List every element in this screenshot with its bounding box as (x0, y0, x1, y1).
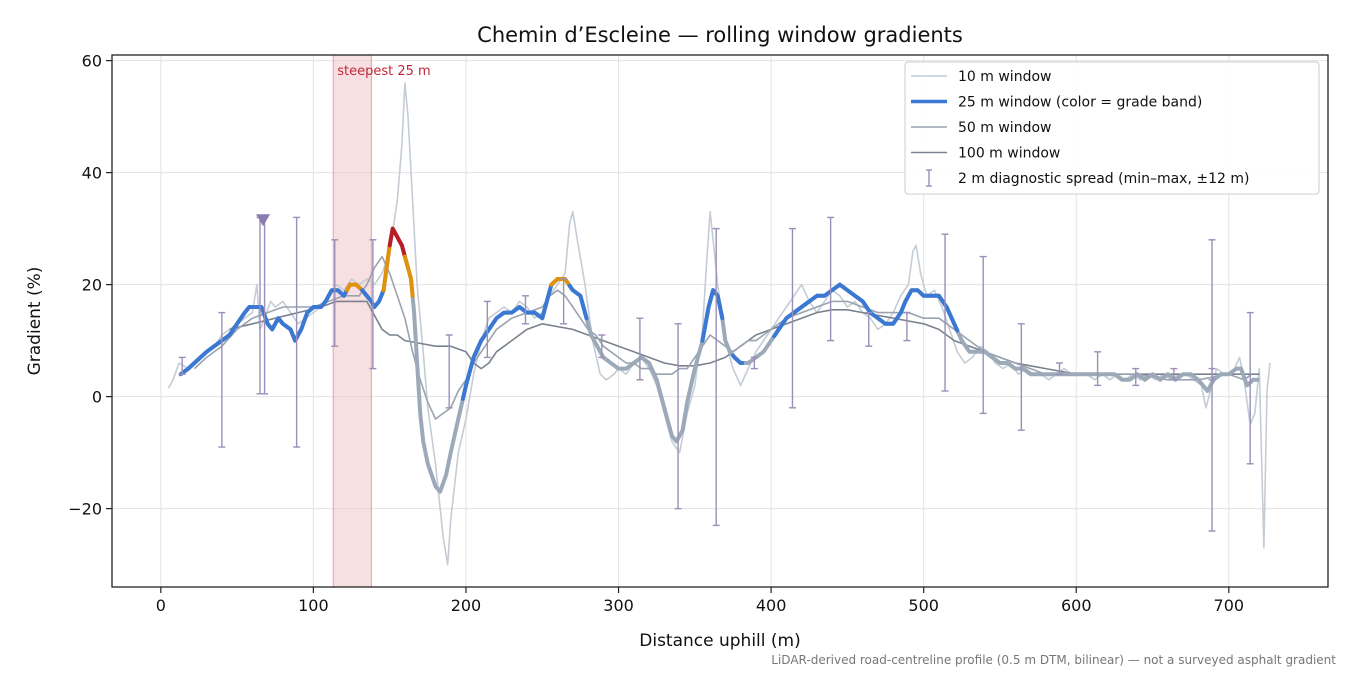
grade-band-segment-blue (178, 288, 349, 377)
grade-band-segment-orange (345, 282, 365, 293)
chart-footnote: LiDAR-derived road-centreline profile (0… (771, 653, 1336, 667)
grade-band-segment-orange (381, 243, 392, 293)
grade-band-segment-orange (402, 254, 415, 298)
grade-band-segment-blue (460, 282, 554, 401)
y-tick-label: 40 (82, 164, 102, 183)
steepest-window-band (332, 54, 372, 588)
chart-title: Chemin d’Escleine — rolling window gradi… (477, 23, 963, 47)
legend: 10 m window 25 m window (color = grade ba… (904, 61, 1320, 195)
x-tick-label: 700 (1214, 596, 1245, 615)
y-tick-label: −20 (68, 500, 102, 519)
grade-band-segment-blue (567, 283, 589, 321)
legend-label: 25 m window (color = grade band) (958, 95, 1202, 111)
plot-area: steepest 25 m 0 100 200 300 400 500 600 700 −20 0 2… (68, 52, 1329, 615)
grade-band-segment-blue (731, 353, 745, 365)
y-axis-label: Gradient (%) (25, 267, 45, 376)
legend-label: 100 m window (958, 146, 1060, 162)
y-tick-label: 60 (82, 52, 102, 71)
x-tick-label: 300 (603, 596, 634, 615)
legend-box (904, 61, 1320, 195)
grade-band-segment-blue (772, 282, 960, 339)
plot-frame (111, 54, 1329, 588)
x-tick-label: 200 (451, 596, 482, 615)
x-axis-label: Distance uphill (m) (639, 631, 800, 651)
steepest-window-label: steepest 25 m (337, 64, 430, 79)
legend-label: 2 m diagnostic spread (min–max, ±12 m) (958, 171, 1249, 187)
x-tick-label: 600 (1061, 596, 1092, 615)
grade-band-segment-blue (700, 288, 725, 343)
x-tick-label: 500 (908, 596, 939, 615)
y-tick-label: 0 (92, 388, 102, 407)
x-tick-label: 400 (756, 596, 787, 615)
legend-label: 50 m window (958, 120, 1051, 136)
max-spread-marker (256, 214, 271, 227)
grade-band-segment-red (387, 226, 407, 259)
legend-label: 10 m window (958, 69, 1051, 85)
y-tick-label: 20 (82, 276, 102, 295)
x-tick-label: 0 (156, 596, 166, 615)
x-tick-label: 100 (298, 596, 329, 615)
